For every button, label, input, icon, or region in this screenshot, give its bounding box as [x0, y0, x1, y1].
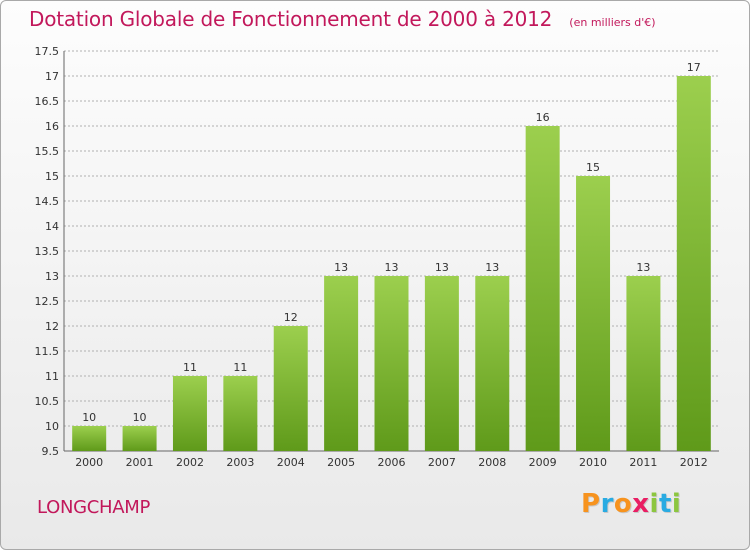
bar-value-label: 13: [334, 261, 348, 274]
bar: [676, 76, 711, 451]
title-row: Dotation Globale de Fonctionnement de 20…: [29, 7, 656, 31]
bar-value-label: 13: [385, 261, 399, 274]
x-tick-label: 2012: [680, 456, 708, 469]
bar: [424, 276, 459, 451]
bar-value-label: 15: [586, 161, 600, 174]
y-tick-label: 17: [45, 70, 59, 83]
bar-value-label: 13: [636, 261, 650, 274]
chart-title: Dotation Globale de Fonctionnement de 20…: [29, 7, 553, 31]
bar-value-label: 10: [133, 411, 147, 424]
x-tick-label: 2009: [529, 456, 557, 469]
bar-value-label: 13: [485, 261, 499, 274]
y-tick-label: 14.5: [35, 195, 60, 208]
x-tick-label: 2005: [327, 456, 355, 469]
bar: [626, 276, 661, 451]
y-tick-label: 10: [45, 420, 59, 433]
proxiti-logo: Proxiti: [581, 489, 681, 519]
bar: [172, 376, 207, 451]
y-tick-label: 12.5: [35, 295, 60, 308]
logo-letter: i: [649, 489, 659, 519]
x-tick-label: 2006: [378, 456, 406, 469]
bar: [475, 276, 510, 451]
y-tick-label: 13: [45, 270, 59, 283]
bar-value-label: 13: [435, 261, 449, 274]
logo-letter: r: [600, 489, 614, 519]
bar-value-label: 12: [284, 311, 298, 324]
bar-value-label: 11: [233, 361, 247, 374]
x-tick-label: 2004: [277, 456, 305, 469]
bar: [525, 126, 560, 451]
bar: [324, 276, 359, 451]
y-tick-label: 15: [45, 170, 59, 183]
x-tick-label: 2008: [478, 456, 506, 469]
bar: [374, 276, 409, 451]
y-tick-label: 13.5: [35, 245, 60, 258]
logo-letter: o: [613, 489, 633, 519]
logo-letter: x: [632, 489, 650, 519]
bar-value-label: 10: [82, 411, 96, 424]
logo-letter: i: [671, 489, 682, 519]
y-tick-label: 14: [45, 220, 59, 233]
bar-value-label: 11: [183, 361, 197, 374]
bar: [273, 326, 308, 451]
bar: [576, 176, 611, 451]
city-name: LONGCHAMP: [37, 497, 151, 518]
x-tick-label: 2011: [629, 456, 657, 469]
x-tick-label: 2002: [176, 456, 204, 469]
chart-subtitle: (en milliers d'€): [569, 16, 656, 29]
x-tick-label: 2001: [126, 456, 154, 469]
x-tick-label: 2007: [428, 456, 456, 469]
y-tick-label: 15.5: [35, 145, 60, 158]
bar-value-label: 16: [536, 111, 550, 124]
x-tick-label: 2000: [75, 456, 103, 469]
y-tick-label: 10.5: [35, 395, 60, 408]
logo-letter: t: [658, 489, 672, 519]
y-tick-label: 16.5: [35, 95, 60, 108]
bar: [122, 426, 157, 451]
bar-value-label: 17: [687, 61, 701, 74]
y-tick-label: 11: [45, 370, 59, 383]
x-tick-label: 2010: [579, 456, 607, 469]
logo-letter: P: [581, 489, 601, 519]
y-tick-label: 12: [45, 320, 59, 333]
bar: [72, 426, 107, 451]
y-tick-label: 16: [45, 120, 59, 133]
y-tick-label: 11.5: [35, 345, 60, 358]
bar: [223, 376, 258, 451]
y-tick-label: 17.5: [35, 45, 60, 58]
x-tick-label: 2003: [226, 456, 254, 469]
y-tick-label: 9.5: [42, 445, 60, 458]
